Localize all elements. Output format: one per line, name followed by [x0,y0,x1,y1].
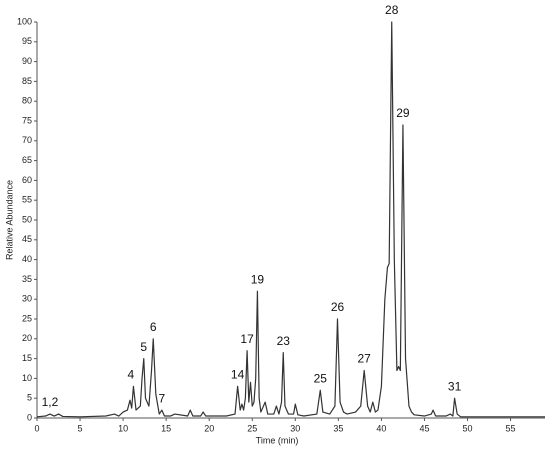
peak-label: 28 [385,3,399,17]
y-axis-title: Relative Abundance [4,180,14,260]
x-axis-title: Time (min) [256,435,299,445]
peak-label: 31 [448,379,462,393]
y-tick-label: 85 [22,76,32,86]
y-tick-label: 70 [22,135,32,145]
y-tick-label: 65 [22,155,32,165]
peak-label: 17 [240,332,254,346]
x-tick-label: 50 [463,423,473,433]
peak-label: 6 [150,320,157,334]
y-tick-label: 90 [22,56,32,66]
y-tick-label: 45 [22,234,32,244]
x-tick-label: 45 [419,423,429,433]
x-tick-label: 10 [118,423,128,433]
peak-label: 4 [128,367,135,381]
x-tick-label: 0 [34,423,39,433]
y-tick-label: 35 [22,274,32,284]
peak-label: 23 [277,334,291,348]
peak-label: 14 [231,367,245,381]
x-tick-label: 25 [247,423,257,433]
peak-label: 29 [396,106,410,120]
x-tick-label: 55 [506,423,516,433]
x-tick-label: 15 [161,423,171,433]
x-tick-label: 20 [204,423,214,433]
peak-label: 26 [331,300,345,314]
y-tick-label: 15 [22,353,32,363]
y-tick-label: 80 [22,96,32,106]
y-tick-label: 50 [22,214,32,224]
peak-label: 19 [251,272,265,286]
peak-label: 27 [358,352,372,366]
y-tick-label: 100 [17,16,32,26]
y-tick-label: 10 [22,373,32,383]
y-tick-label: 30 [22,294,32,304]
x-tick-label: 35 [333,423,343,433]
peak-label: 25 [314,371,328,385]
y-tick-label: 40 [22,254,32,264]
y-tick-label: 55 [22,195,32,205]
x-tick-label: 40 [376,423,386,433]
y-tick-label: 75 [22,115,32,125]
chromatogram-line [36,21,545,418]
y-tick-label: 60 [22,175,32,185]
y-tick-label: 95 [22,36,32,46]
peak-label: 7 [159,391,166,405]
y-tick-label: 25 [22,313,32,323]
x-tick-label: 30 [290,423,300,433]
peak-label: 1,2 [42,395,59,409]
y-tick-label: 20 [22,333,32,343]
x-tick-label: 5 [78,423,83,433]
peak-label: 5 [140,340,147,354]
y-tick-label: 0 [27,412,32,422]
y-tick-label: 5 [27,393,32,403]
